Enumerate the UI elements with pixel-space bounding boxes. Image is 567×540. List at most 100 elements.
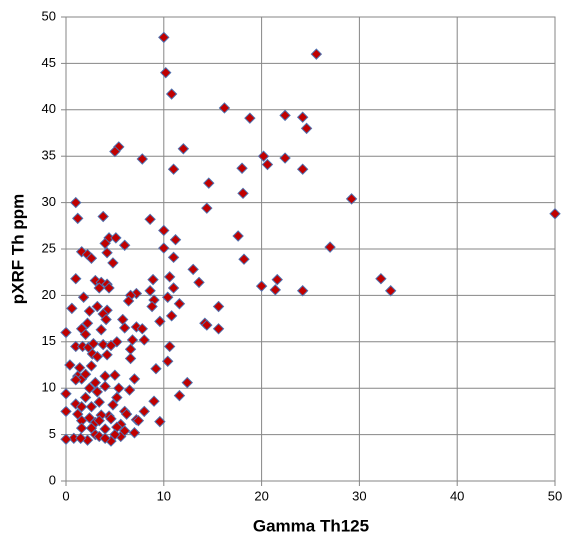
point	[101, 349, 113, 361]
point	[120, 408, 133, 420]
point	[60, 405, 72, 418]
point	[123, 384, 136, 396]
point	[212, 300, 225, 313]
point	[193, 276, 205, 289]
point	[384, 285, 397, 297]
point	[165, 310, 178, 322]
point	[146, 300, 158, 313]
point	[165, 88, 178, 100]
point	[201, 202, 213, 214]
point	[244, 112, 256, 124]
point	[255, 280, 268, 292]
point	[257, 150, 270, 162]
point	[109, 428, 121, 441]
point	[109, 369, 121, 381]
point	[238, 253, 250, 265]
point	[75, 422, 88, 434]
point	[261, 158, 274, 171]
x-tick-label: 10	[157, 488, 171, 503]
point	[109, 145, 121, 158]
point	[163, 271, 176, 283]
point	[74, 432, 87, 445]
point	[66, 302, 78, 315]
point	[113, 382, 125, 394]
point	[181, 376, 193, 389]
point	[169, 234, 182, 246]
point	[89, 376, 102, 389]
point	[167, 251, 180, 264]
point	[99, 432, 111, 445]
point	[162, 355, 174, 367]
point	[111, 391, 123, 404]
point	[83, 382, 96, 394]
point	[173, 389, 186, 402]
point	[70, 196, 82, 209]
point	[271, 273, 283, 286]
point	[296, 285, 309, 297]
y-tick-label: 0	[49, 472, 56, 487]
y-tick-label: 20	[42, 287, 56, 302]
point	[77, 291, 90, 303]
point	[310, 48, 323, 60]
point	[138, 405, 150, 418]
point	[138, 334, 150, 346]
x-tick-label: 20	[254, 488, 268, 503]
point	[232, 230, 244, 242]
point	[549, 208, 561, 220]
point	[99, 423, 111, 435]
point	[75, 401, 88, 413]
y-tick-label: 10	[42, 380, 56, 395]
point	[99, 380, 111, 393]
point	[147, 273, 159, 286]
point	[93, 396, 105, 408]
point	[124, 352, 137, 365]
point	[203, 177, 215, 189]
point	[79, 391, 92, 404]
point	[237, 187, 249, 200]
point	[279, 152, 291, 164]
point	[160, 66, 172, 79]
point	[117, 313, 129, 326]
point	[91, 350, 104, 363]
point	[136, 153, 148, 165]
point	[132, 414, 145, 427]
point	[118, 239, 131, 251]
x-tick-label: 40	[450, 488, 464, 503]
point	[324, 241, 336, 253]
point	[126, 334, 139, 346]
point	[167, 163, 180, 175]
x-tick-label: 0	[62, 488, 69, 503]
y-tick-label: 45	[42, 55, 56, 70]
point	[105, 413, 117, 425]
point	[110, 232, 122, 244]
point	[91, 386, 104, 398]
point	[300, 122, 313, 135]
x-tick-label: 30	[352, 488, 366, 503]
point	[83, 305, 96, 317]
point	[99, 370, 111, 382]
x-tick-label: 50	[548, 488, 562, 503]
point	[87, 337, 100, 350]
point	[122, 295, 135, 307]
point	[218, 102, 231, 114]
point	[128, 373, 141, 385]
point	[136, 323, 148, 335]
point	[85, 252, 98, 264]
point	[236, 162, 248, 174]
point	[60, 326, 72, 339]
point	[101, 247, 113, 259]
point	[163, 340, 176, 353]
y-tick-label: 35	[42, 148, 56, 163]
point	[296, 111, 309, 123]
point	[158, 242, 170, 254]
y-axis-title: pXRF Th ppm	[8, 194, 27, 304]
y-tick-label: 50	[42, 8, 56, 23]
point	[64, 359, 76, 371]
x-axis-title: Gamma Th125	[253, 516, 369, 535]
point	[107, 257, 119, 269]
point	[79, 328, 92, 341]
point	[167, 282, 180, 294]
point	[97, 338, 109, 351]
point	[93, 282, 105, 294]
point	[296, 163, 309, 175]
